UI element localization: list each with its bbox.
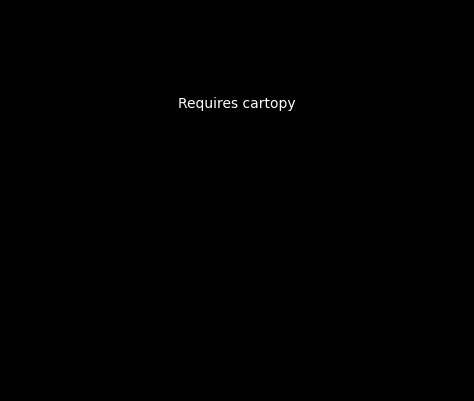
Text: Requires cartopy: Requires cartopy [178,97,296,111]
